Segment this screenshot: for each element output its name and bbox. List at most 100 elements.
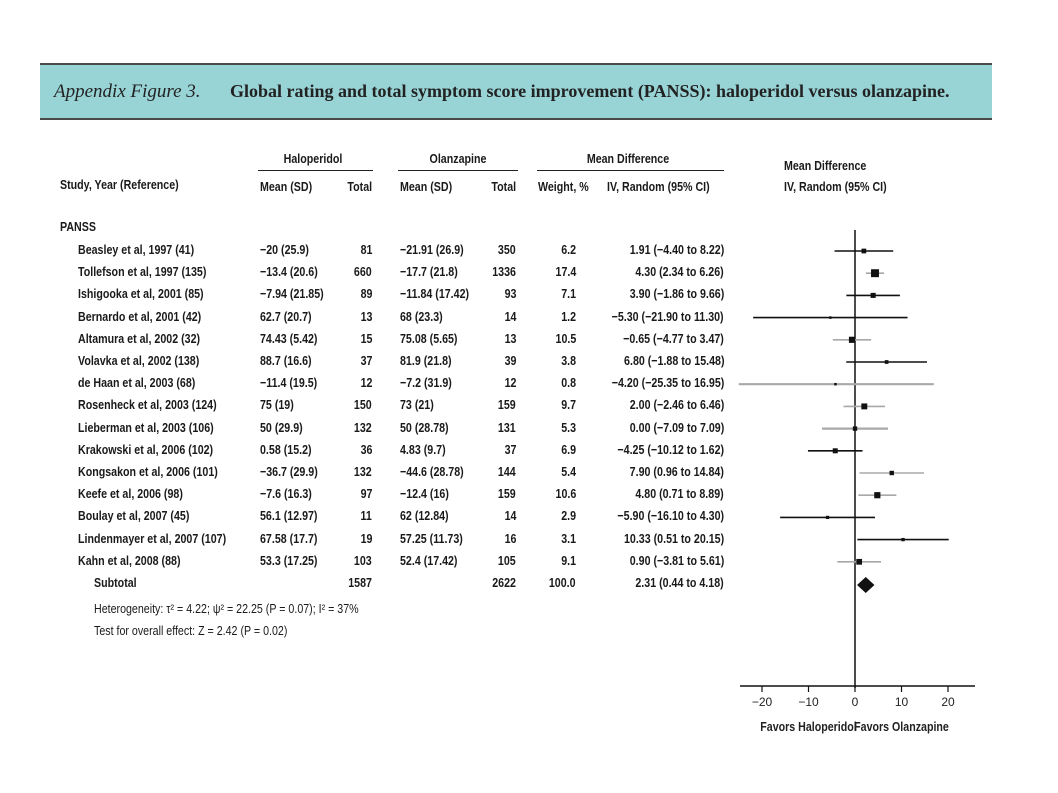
row-h-mean-sd: −11.4 (19.5) bbox=[260, 375, 318, 391]
row-h-total: 13 bbox=[360, 308, 372, 324]
row-study: Ishigooka et al, 2001 (85) bbox=[78, 286, 204, 302]
row-o-mean-sd: 62 (12.84) bbox=[400, 508, 449, 524]
row-ci: 0.90 (−3.81 to 5.61) bbox=[629, 552, 724, 568]
row-weight: 0.8 bbox=[561, 375, 576, 391]
row-h-total: 11 bbox=[360, 508, 372, 524]
header-o-total: Total bbox=[491, 179, 516, 194]
row-o-mean-sd: −21.91 (26.9) bbox=[400, 242, 464, 257]
row-study: Boulay et al, 2007 (45) bbox=[78, 508, 190, 524]
subtotal-o-total: 2622 bbox=[492, 575, 516, 590]
row-weight: 6.9 bbox=[561, 441, 576, 457]
row-ci: 10.33 (0.51 to 20.15) bbox=[623, 530, 724, 546]
row-h-total: 150 bbox=[354, 397, 372, 413]
row-o-mean-sd: 50 (28.78) bbox=[400, 419, 449, 435]
estimate-marker bbox=[861, 403, 868, 410]
row-h-mean-sd: 75 (19) bbox=[260, 397, 294, 413]
row-o-total: 13 bbox=[504, 330, 516, 346]
row-o-mean-sd: 73 (21) bbox=[400, 397, 434, 413]
row-study: Rosenheck et al, 2003 (124) bbox=[78, 397, 217, 413]
subtotal-label: Subtotal bbox=[94, 575, 137, 590]
row-weight: 6.2 bbox=[561, 242, 576, 257]
row-h-mean-sd: 62.7 (20.7) bbox=[260, 308, 312, 324]
row-h-total: 19 bbox=[360, 530, 372, 546]
row-h-mean-sd: −36.7 (29.9) bbox=[260, 464, 318, 479]
row-o-total: 159 bbox=[498, 486, 516, 502]
row-weight: 9.1 bbox=[561, 552, 576, 568]
x-label-favors-olanzapine: Favors Olanzapine bbox=[854, 719, 949, 734]
x-tick-label: −20 bbox=[752, 695, 773, 709]
row-ci: 0.00 (−7.09 to 7.09) bbox=[629, 419, 724, 435]
row-o-total: 350 bbox=[498, 242, 516, 257]
row-h-total: 89 bbox=[360, 286, 372, 302]
row-o-total: 105 bbox=[498, 552, 516, 568]
section-label-panss: PANSS bbox=[60, 219, 96, 234]
header-mean-difference: Mean Difference bbox=[586, 151, 670, 166]
row-h-mean-sd: 67.58 (17.7) bbox=[260, 530, 318, 546]
row-o-mean-sd: 52.4 (17.42) bbox=[400, 552, 458, 568]
row-weight: 10.6 bbox=[555, 486, 576, 502]
row-study: Krakowski et al, 2006 (102) bbox=[78, 441, 214, 457]
row-weight: 9.7 bbox=[561, 397, 576, 413]
figure-title-bar: Appendix Figure 3. Global rating and tot… bbox=[40, 63, 992, 120]
row-weight: 2.9 bbox=[561, 508, 576, 524]
estimate-marker bbox=[889, 470, 894, 476]
row-h-total: 36 bbox=[360, 441, 372, 457]
estimate-marker bbox=[834, 382, 837, 386]
row-study: Kongsakon et al, 2006 (101) bbox=[78, 464, 218, 479]
figure-label: Appendix Figure 3. bbox=[54, 81, 201, 102]
subtotal-ci: 2.31 (0.44 to 4.18) bbox=[635, 575, 724, 590]
row-h-mean-sd: 88.7 (16.6) bbox=[260, 353, 312, 368]
row-o-total: 93 bbox=[504, 286, 516, 302]
row-o-mean-sd: 81.9 (21.8) bbox=[400, 353, 452, 368]
overall-effect-note: Test for overall effect: Z = 2.42 (P = 0… bbox=[94, 623, 288, 638]
plot-header-mean-difference: Mean Difference bbox=[784, 158, 867, 173]
row-h-mean-sd: 74.43 (5.42) bbox=[260, 330, 318, 346]
row-o-total: 39 bbox=[504, 353, 516, 368]
row-weight: 7.1 bbox=[561, 286, 576, 302]
row-study: de Haan et al, 2003 (68) bbox=[78, 375, 196, 391]
row-o-total: 1336 bbox=[492, 264, 516, 280]
row-study: Altamura et al, 2002 (32) bbox=[78, 330, 201, 346]
row-o-mean-sd: 68 (23.3) bbox=[400, 308, 443, 324]
row-h-total: 37 bbox=[360, 353, 372, 368]
row-h-mean-sd: −7.6 (16.3) bbox=[260, 486, 312, 502]
estimate-marker bbox=[871, 269, 879, 278]
row-o-mean-sd: −7.2 (31.9) bbox=[400, 375, 452, 391]
row-o-mean-sd: −44.6 (28.78) bbox=[400, 464, 464, 479]
row-study: Volavka et al, 2002 (138) bbox=[78, 353, 200, 368]
header-haloperidol: Haloperidol bbox=[283, 151, 343, 166]
row-ci: 4.80 (0.71 to 8.89) bbox=[635, 486, 724, 502]
row-h-total: 81 bbox=[360, 242, 372, 257]
row-o-mean-sd: −11.84 (17.42) bbox=[400, 286, 470, 302]
row-weight: 17.4 bbox=[555, 264, 576, 280]
row-weight: 3.8 bbox=[561, 353, 576, 368]
row-ci: 7.90 (0.96 to 14.84) bbox=[629, 464, 724, 479]
row-h-mean-sd: −13.4 (20.6) bbox=[260, 264, 318, 280]
estimate-marker bbox=[861, 248, 867, 254]
row-ci: 2.00 (−2.46 to 6.46) bbox=[629, 397, 724, 413]
row-study: Lieberman et al, 2003 (106) bbox=[78, 419, 214, 435]
row-study: Bernardo et al, 2001 (42) bbox=[78, 308, 202, 324]
row-o-total: 12 bbox=[504, 375, 516, 391]
header-iv-random: IV, Random (95% CI) bbox=[607, 179, 710, 194]
row-o-mean-sd: −12.4 (16) bbox=[400, 486, 449, 502]
x-tick-label: −10 bbox=[798, 695, 819, 709]
header-rule-haloperidol bbox=[258, 170, 373, 171]
row-o-mean-sd: 4.83 (9.7) bbox=[400, 441, 446, 457]
row-o-total: 159 bbox=[498, 397, 516, 413]
row-h-mean-sd: 53.3 (17.25) bbox=[260, 552, 318, 568]
row-h-total: 660 bbox=[354, 264, 372, 280]
estimate-marker bbox=[852, 426, 858, 431]
row-ci: −4.25 (−10.12 to 1.62) bbox=[617, 441, 724, 457]
estimate-marker bbox=[884, 360, 889, 364]
row-o-total: 37 bbox=[504, 441, 516, 457]
row-ci: −4.20 (−25.35 to 16.95) bbox=[611, 375, 724, 391]
pooled-diamond bbox=[857, 577, 875, 593]
estimate-marker bbox=[848, 336, 856, 343]
row-o-mean-sd: 75.08 (5.65) bbox=[400, 330, 458, 346]
subtotal-h-total: 1587 bbox=[348, 575, 372, 590]
estimate-marker bbox=[832, 448, 838, 454]
row-o-total: 14 bbox=[504, 508, 516, 524]
header-h-total: Total bbox=[347, 179, 372, 194]
heterogeneity-note: Heterogeneity: τ² = 4.22; ψ² = 22.25 (P … bbox=[94, 601, 359, 616]
